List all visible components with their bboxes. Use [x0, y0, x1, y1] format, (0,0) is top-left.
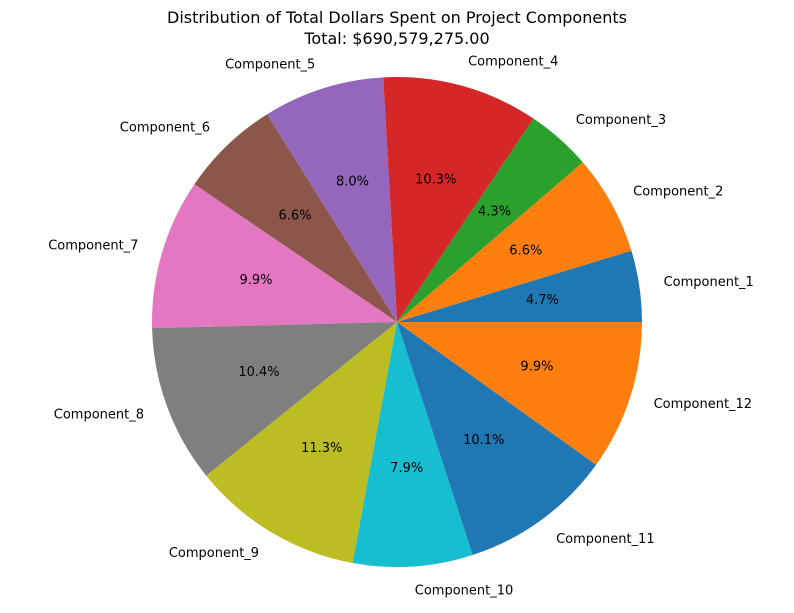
slice-label-3: Component_3	[576, 113, 666, 128]
slice-label-5: Component_5	[225, 58, 315, 73]
percent-label-2: 6.6%	[509, 244, 542, 259]
pie-slice-6	[194, 114, 397, 322]
slice-label-11: Component_11	[556, 532, 655, 547]
percent-label-9: 11.3%	[301, 441, 342, 456]
pie-slices	[152, 77, 642, 567]
chart-title: Distribution of Total Dollars Spent on P…	[167, 8, 627, 27]
slice-label-6: Component_6	[120, 120, 210, 135]
percent-label-4: 10.3%	[415, 173, 456, 188]
percent-label-3: 4.3%	[478, 205, 511, 220]
pie-slice-10	[352, 322, 473, 567]
pie-slice-8	[152, 322, 397, 476]
percent-label-1: 4.7%	[526, 293, 559, 308]
pie-slice-1	[397, 250, 642, 322]
pie-slice-7	[152, 184, 397, 329]
slice-label-1: Component_1	[664, 275, 754, 290]
pie-slice-3	[397, 118, 583, 323]
slice-label-4: Component_4	[468, 55, 558, 70]
percent-label-11: 10.1%	[463, 433, 504, 448]
pie-slice-12	[397, 322, 642, 465]
pie-slice-9	[206, 322, 397, 563]
pie-slice-2	[397, 162, 632, 322]
percent-label-6: 6.6%	[279, 209, 312, 224]
percent-label-7: 9.9%	[239, 273, 272, 288]
percent-label-8: 10.4%	[238, 365, 279, 380]
chart-subtitle: Total: $690,579,275.00	[303, 29, 489, 48]
slice-label-9: Component_9	[169, 546, 259, 561]
pie-slice-5	[267, 77, 397, 322]
slice-labels: Component_1 Component_2 Component_3 Compone…	[48, 55, 754, 599]
percent-label-12: 9.9%	[520, 359, 553, 374]
percent-label-10: 7.9%	[390, 461, 423, 476]
slice-label-8: Component_8	[54, 407, 144, 422]
slice-label-12: Component_12	[654, 397, 753, 412]
slice-label-2: Component_2	[633, 185, 723, 200]
percent-label-5: 8.0%	[336, 174, 369, 189]
percent-labels: 4.7% 6.6% 4.3% 10.3% 8.0% 6.6% 9.9% 10.4% 11.3% 7…	[238, 173, 559, 476]
pie-slice-4	[383, 77, 534, 323]
slice-label-7: Component_7	[48, 238, 138, 253]
slice-label-10: Component_10	[415, 583, 514, 598]
pie-slice-11	[397, 322, 597, 556]
